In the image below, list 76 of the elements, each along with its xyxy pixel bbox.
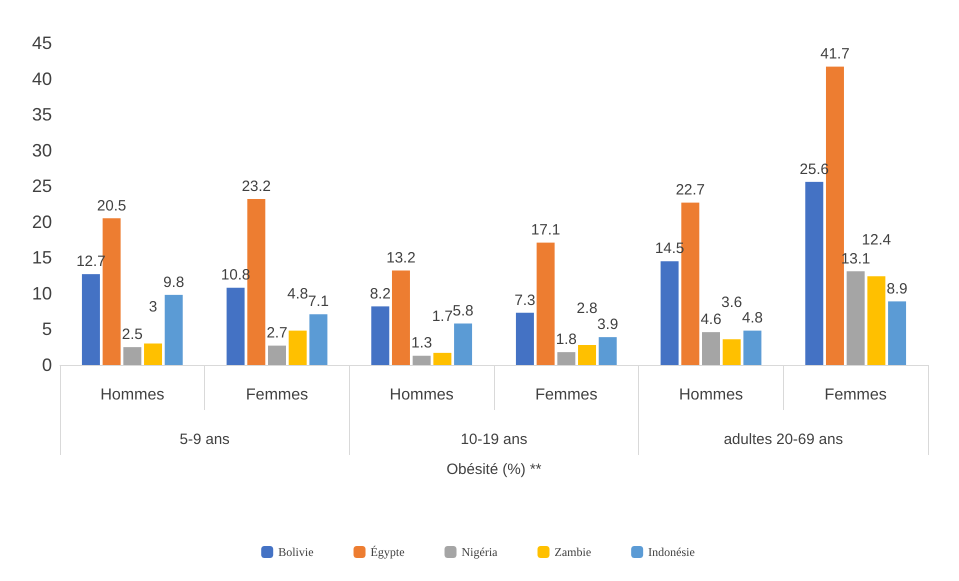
data-label: 1.8 [556,331,577,348]
y-tick-label: 10 [32,283,52,304]
bar [309,314,328,365]
y-tick-label: 15 [32,248,52,268]
bar [412,356,431,365]
x-axis-title: Obésité (%) ** [446,461,542,478]
bar [371,306,390,365]
data-label: 3.6 [721,294,742,312]
text: 5-9 ans [180,431,230,448]
text: adultes 20-69 ans [724,431,843,448]
data-label: 2.8 [576,300,598,317]
data-label: 13.2 [386,250,416,267]
y-tick-label: 20 [32,212,52,232]
bar [288,330,307,365]
bar [867,276,886,365]
data-label: 20.5 [97,197,126,214]
x-tick-label: Femmes [535,386,598,404]
bar [702,332,720,365]
bar [82,274,100,365]
data-label: 5.8 [452,302,474,320]
x-tick-label: Hommes [390,386,454,404]
bar [598,337,617,365]
data-label: 22.7 [676,182,705,199]
data-label: 8.9 [886,280,908,298]
bar [722,339,741,365]
data-label: 7.3 [514,292,536,309]
data-label: 17.1 [531,222,560,239]
bar [743,330,762,365]
y-tick-label: 35 [32,104,52,125]
y-tick-label: 30 [32,140,52,160]
y-tick-label: 45 [32,33,52,53]
bar [268,346,286,365]
bar [516,312,534,365]
legend-label: Indonésie [648,545,695,559]
data-label: 7.1 [308,293,329,310]
data-label: 12.4 [862,231,891,248]
data-label: 23.2 [242,178,271,195]
data-label: 3 [148,298,158,316]
y-tick-label: 5 [42,319,52,340]
data-label: 2.5 [122,326,143,344]
y-tick-label: 40 [32,68,52,89]
data-label: 4.8 [742,310,763,327]
bar [846,271,865,365]
bar [660,261,679,365]
bar [144,344,162,365]
bar [578,344,596,365]
data-label: 2.7 [266,324,288,342]
data-label: 3.9 [597,316,618,334]
bar [433,352,452,365]
x-tick-label: Femmes [824,386,887,404]
data-label: 4.6 [700,311,722,328]
y-tick-label: 25 [32,176,52,196]
bar [392,270,410,365]
bar [226,288,245,365]
text: 10-19 ans [460,431,528,448]
legend-label: Nigéria [462,545,498,559]
bar [454,324,472,365]
bar [888,301,906,365]
bar [557,352,576,365]
data-label: 8.2 [370,285,391,302]
data-label: 1.3 [411,334,432,352]
x-tick-label: Hommes [100,386,164,404]
bar [164,294,183,365]
legend-label: Égypte [370,545,405,559]
legend-label: Zambie [554,545,592,559]
data-label: 1.7 [432,308,453,325]
y-tick-label: 0 [42,355,52,375]
bar [536,242,555,365]
data-label: 41.7 [820,46,850,63]
data-label: 4.8 [287,286,308,303]
legend-label: Bolivie [278,545,314,559]
data-label: 9.8 [163,274,184,291]
bar [123,347,142,365]
bar [805,182,824,365]
x-tick-label: Femmes [246,386,308,404]
x-tick-label: Hommes [678,386,744,404]
